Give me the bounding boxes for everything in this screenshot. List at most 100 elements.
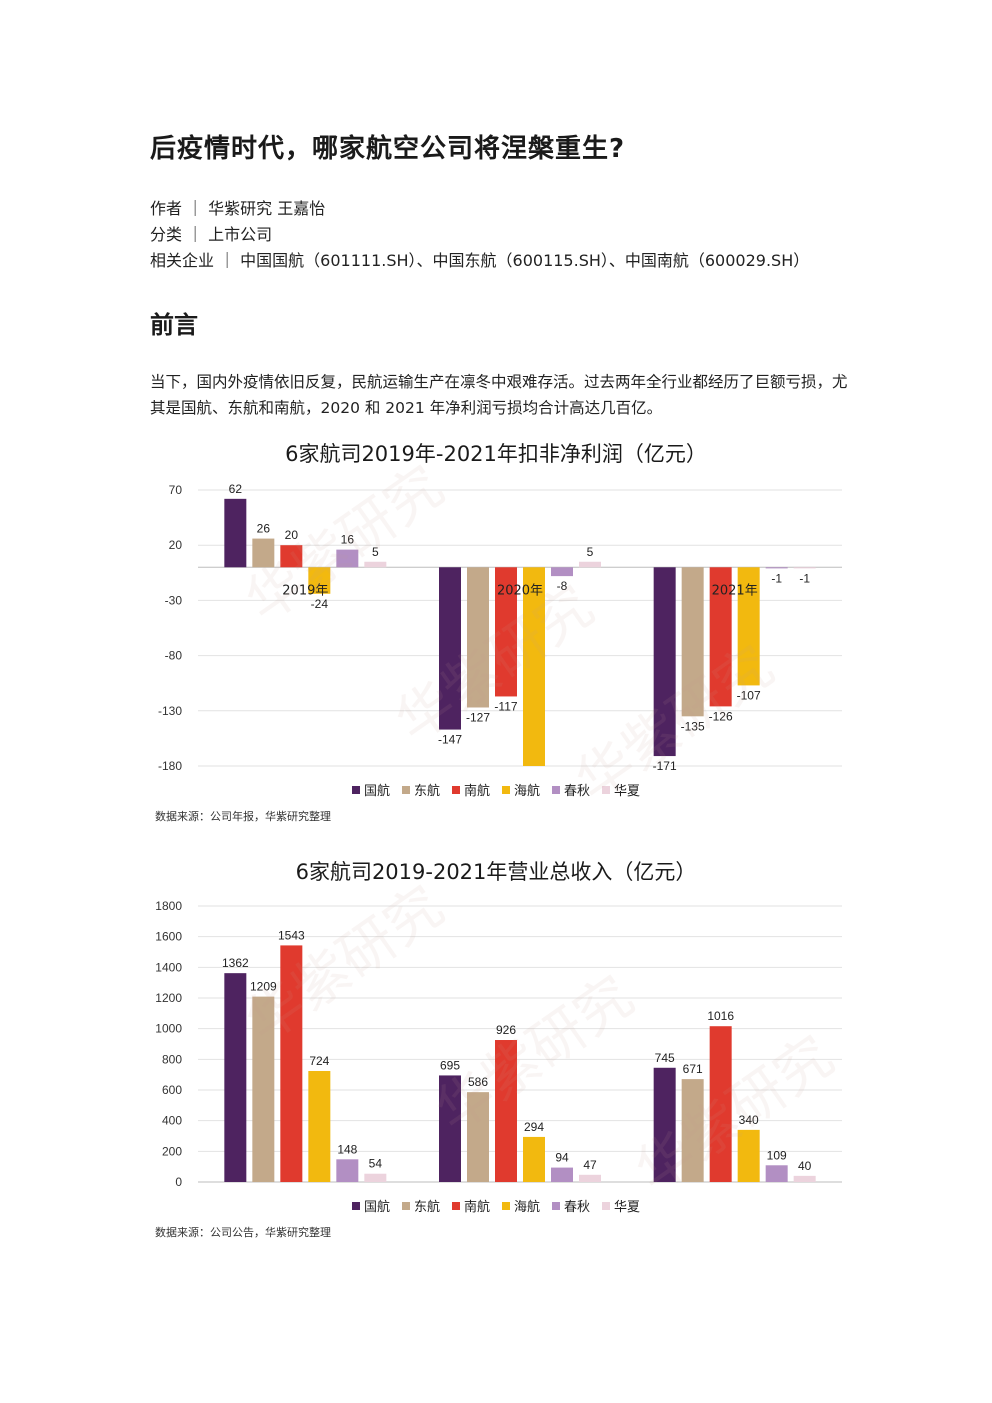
- data-label: -127: [466, 710, 490, 724]
- data-label: 586: [468, 1075, 488, 1089]
- y-tick-label: 20: [169, 538, 183, 552]
- category-label: 2019年: [282, 583, 328, 598]
- legend-item: 南航: [451, 1196, 490, 1215]
- category-label: 2021年: [712, 583, 758, 598]
- legend-item: 东航: [401, 780, 440, 799]
- bar-南航-2019年: [280, 945, 303, 1182]
- bar-海航-2019年: [308, 1070, 331, 1182]
- legend-item: 海航: [502, 1196, 540, 1215]
- bar-国航-2020年: [439, 1075, 461, 1182]
- legend-label: 春秋: [564, 784, 591, 799]
- chart-2-source: 数据来源：公司公告，华紫研究整理: [155, 1226, 331, 1239]
- bar-海航-2021年: [737, 567, 760, 686]
- bar-华夏-2021年: [793, 1175, 816, 1182]
- legend-item: 华夏: [602, 1196, 640, 1215]
- bar-国航-2021年: [653, 567, 676, 757]
- legend-label: 华夏: [614, 1200, 641, 1215]
- bar-春秋-2019年: [336, 549, 359, 568]
- legend-label: 春秋: [564, 1200, 591, 1215]
- data-label: -1: [799, 571, 810, 585]
- bar-华夏-2019年: [364, 561, 387, 568]
- bar-华夏-2021年: [793, 567, 816, 569]
- legend-swatch: [552, 1201, 561, 1210]
- bar-华夏-2019年: [364, 1173, 387, 1182]
- legend-label: 海航: [514, 784, 541, 799]
- y-tick-label: -80: [165, 649, 183, 663]
- legend-item: 南航: [451, 780, 490, 799]
- legend-swatch: [552, 785, 561, 794]
- bar-海航-2020年: [523, 567, 545, 766]
- intro-paragraph: 当下，国内外疫情依旧反复，民航运输生产在凛冬中艰难存活。过去两年全行业都经历了巨…: [150, 373, 848, 417]
- legend-label: 国航: [363, 1200, 390, 1215]
- legend-label: 国航: [363, 784, 390, 799]
- data-label: -107: [737, 688, 761, 702]
- chart-1-source: 数据来源：公司年报，华紫研究整理: [155, 810, 331, 823]
- data-label: -147: [438, 733, 462, 747]
- bar-海航-2021年: [737, 1129, 760, 1182]
- y-tick-label: 1400: [155, 960, 182, 974]
- bar-东航-2019年: [252, 996, 275, 1182]
- legend-label: 南航: [463, 1200, 490, 1215]
- data-label: -126: [709, 709, 733, 723]
- y-tick-label: -180: [158, 759, 182, 773]
- bar-华夏-2020年: [579, 561, 601, 568]
- bar-国航-2019年: [224, 498, 247, 568]
- y-tick-label: 600: [162, 1083, 182, 1097]
- data-label: 1016: [707, 1009, 734, 1023]
- y-tick-label: -30: [165, 593, 183, 607]
- bar-海航-2020年: [523, 1136, 545, 1182]
- data-label: 724: [309, 1054, 329, 1068]
- legend-label: 华夏: [614, 784, 641, 799]
- legend-item: 春秋: [552, 780, 590, 799]
- bar-春秋-2021年: [765, 1165, 788, 1182]
- legend-label: 南航: [463, 784, 490, 799]
- y-tick-label: 200: [162, 1144, 182, 1158]
- legend-swatch: [351, 1201, 360, 1210]
- y-tick-label: 0: [175, 1175, 182, 1189]
- chart-1-title: 6家航司2019年-2021年扣非净利润（亿元）: [285, 442, 707, 466]
- article-title: 后疫情时代，哪家航空公司将涅槃重生?: [150, 134, 626, 164]
- bar-春秋-2020年: [551, 1167, 573, 1182]
- article-meta: 作者 ｜ 华紫研究 王嘉怡 分类 ｜ 上市公司 相关企业 ｜ 中国国航（6011…: [150, 196, 809, 274]
- section-title: 前言: [150, 311, 198, 339]
- y-tick-label: 1600: [155, 930, 182, 944]
- data-label: 695: [440, 1058, 460, 1072]
- data-label: 1209: [250, 980, 277, 994]
- related-companies-line: 相关企业 ｜ 中国国航（601111.SH）、中国东航（600115.SH）、中…: [150, 251, 810, 270]
- bar-东航-2021年: [681, 567, 704, 717]
- data-label: -1: [771, 571, 782, 585]
- legend-swatch: [451, 1201, 460, 1210]
- legend-label: 海航: [514, 1200, 541, 1215]
- author-line: 作者 ｜ 华紫研究 王嘉怡: [150, 199, 326, 218]
- y-tick-label: 400: [162, 1114, 182, 1128]
- legend-swatch: [401, 1201, 410, 1210]
- category-line: 分类 ｜ 上市公司: [150, 225, 273, 244]
- bar-东航-2021年: [681, 1079, 704, 1182]
- bar-春秋-2020年: [551, 567, 573, 577]
- data-label: 94: [555, 1151, 569, 1165]
- legend-swatch: [602, 785, 611, 794]
- category-label: 2020年: [497, 583, 543, 598]
- bar-南航-2021年: [709, 1026, 732, 1182]
- data-label: -117: [494, 699, 517, 713]
- bar-南航-2019年: [280, 545, 303, 568]
- legend-item: 国航: [351, 780, 390, 799]
- legend-swatch: [401, 785, 410, 794]
- data-label: 5: [587, 545, 594, 559]
- data-label: 671: [683, 1062, 703, 1076]
- bar-华夏-2020年: [579, 1174, 601, 1182]
- bar-国航-2021年: [653, 1067, 676, 1182]
- legend-item: 东航: [401, 1196, 440, 1215]
- legend-label: 东航: [413, 784, 440, 799]
- data-label: 54: [369, 1157, 383, 1171]
- data-label: -8: [557, 579, 568, 593]
- data-label: -24: [311, 597, 329, 611]
- chart-2-revenue: 1800 1600 1400 1200 1000 800 600 400 200 0 1362120…: [155, 899, 842, 1189]
- y-tick-label: -130: [158, 704, 182, 718]
- y-tick-label: 800: [162, 1052, 182, 1066]
- data-label: -135: [681, 719, 705, 733]
- data-label: 148: [337, 1142, 357, 1156]
- y-tick-label: 1200: [155, 991, 182, 1005]
- bar-海航-2019年: [308, 567, 331, 594]
- data-label: 109: [767, 1148, 787, 1162]
